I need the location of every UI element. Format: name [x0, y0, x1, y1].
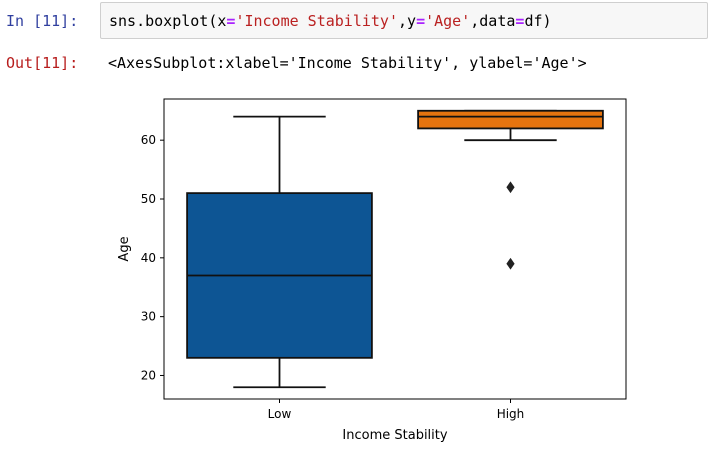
- code-part: sns.boxplot(x: [109, 12, 227, 30]
- outlier-point: [506, 257, 515, 270]
- code-part: ,y: [398, 12, 417, 30]
- output-prompt: Out[11]:: [6, 54, 79, 72]
- code-operator: =: [226, 12, 236, 30]
- code-input-cell[interactable]: sns.boxplot(x='Income Stability',y='Age'…: [100, 2, 708, 39]
- y-tick-label: 20: [141, 368, 156, 382]
- code-operator: =: [416, 12, 426, 30]
- x-tick-label: Low: [268, 407, 292, 421]
- y-tick-label: 60: [141, 133, 156, 147]
- output-text: <AxesSubplot:xlabel='Income Stability', …: [108, 54, 587, 72]
- code-string: 'Age': [425, 12, 471, 30]
- code-text: sns.boxplot(x='Income Stability',y='Age'…: [109, 12, 552, 30]
- y-tick-label: 40: [141, 251, 156, 265]
- code-part: df): [524, 12, 552, 30]
- code-string: 'Income Stability': [235, 12, 398, 30]
- chart-svg: 20 30 40 50 60 Low High Income Stability Age: [117, 98, 627, 443]
- y-tick-label: 50: [141, 192, 156, 206]
- plot-frame: [163, 98, 627, 400]
- boxplot-chart: 20 30 40 50 60 Low High Income Stability Age: [100, 88, 640, 450]
- code-part: ,data: [470, 12, 516, 30]
- x-tick-label: High: [497, 407, 525, 421]
- input-prompt: In [11]:: [6, 12, 79, 30]
- y-axis-label: Age: [117, 236, 132, 261]
- x-axis-label: Income Stability: [342, 428, 447, 443]
- outlier-point: [506, 181, 515, 194]
- code-operator: =: [515, 12, 525, 30]
- y-tick-label: 30: [141, 310, 156, 324]
- box-high: [417, 109, 604, 130]
